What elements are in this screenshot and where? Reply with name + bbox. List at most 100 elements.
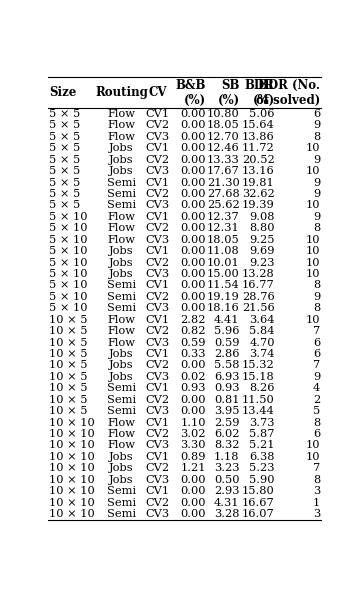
- Text: CV1: CV1: [145, 246, 170, 256]
- Text: 6.38: 6.38: [249, 452, 275, 462]
- Text: 2: 2: [313, 395, 320, 405]
- Text: 12.46: 12.46: [207, 143, 239, 153]
- Text: 3.64: 3.64: [249, 315, 275, 325]
- Text: 10: 10: [306, 166, 320, 176]
- Text: 21.30: 21.30: [207, 178, 239, 187]
- Text: 2.82: 2.82: [180, 315, 206, 325]
- Text: 8: 8: [313, 418, 320, 428]
- Text: 0.59: 0.59: [180, 337, 206, 348]
- Text: 0.00: 0.00: [180, 280, 206, 290]
- Text: SB
(%): SB (%): [217, 79, 239, 107]
- Text: 3.28: 3.28: [214, 509, 239, 519]
- Text: 5.21: 5.21: [249, 441, 275, 451]
- Text: 8: 8: [313, 303, 320, 313]
- Text: Semi: Semi: [107, 498, 136, 508]
- Text: 12.70: 12.70: [207, 132, 239, 142]
- Text: 2.86: 2.86: [214, 349, 239, 359]
- Text: Semi: Semi: [107, 486, 136, 496]
- Text: CV1: CV1: [145, 280, 170, 290]
- Text: CV2: CV2: [145, 121, 170, 130]
- Text: 4.41: 4.41: [214, 315, 239, 325]
- Text: 13.16: 13.16: [242, 166, 275, 176]
- Text: 5 × 10: 5 × 10: [49, 303, 88, 313]
- Text: 0.89: 0.89: [180, 452, 206, 462]
- Text: 5 × 5: 5 × 5: [49, 155, 80, 165]
- Text: 9: 9: [313, 292, 320, 302]
- Text: 12.31: 12.31: [207, 223, 239, 233]
- Text: CV3: CV3: [145, 200, 170, 210]
- Text: 0.00: 0.00: [180, 223, 206, 233]
- Text: 0.00: 0.00: [180, 395, 206, 405]
- Text: 5.96: 5.96: [214, 326, 239, 336]
- Text: 5 × 10: 5 × 10: [49, 223, 88, 233]
- Text: 10: 10: [306, 315, 320, 325]
- Text: Flow: Flow: [108, 109, 136, 119]
- Text: 18.05: 18.05: [207, 121, 239, 130]
- Text: 10 × 10: 10 × 10: [49, 509, 95, 519]
- Text: 10: 10: [306, 143, 320, 153]
- Text: 10: 10: [306, 257, 320, 267]
- Text: 0.50: 0.50: [214, 475, 239, 485]
- Text: CV2: CV2: [145, 395, 170, 405]
- Text: 5 × 10: 5 × 10: [49, 269, 88, 279]
- Text: 0.00: 0.00: [180, 509, 206, 519]
- Text: 28.76: 28.76: [242, 292, 275, 302]
- Text: Jobs: Jobs: [109, 269, 134, 279]
- Text: Semi: Semi: [107, 292, 136, 302]
- Text: 10: 10: [306, 441, 320, 451]
- Text: 0.00: 0.00: [180, 121, 206, 130]
- Text: Semi: Semi: [107, 189, 136, 199]
- Text: Flow: Flow: [108, 223, 136, 233]
- Text: 2.93: 2.93: [214, 486, 239, 496]
- Text: 10 × 5: 10 × 5: [49, 406, 88, 416]
- Text: 8.26: 8.26: [249, 383, 275, 393]
- Text: 5 × 10: 5 × 10: [49, 235, 88, 244]
- Text: 2.59: 2.59: [214, 418, 239, 428]
- Text: 5 × 5: 5 × 5: [49, 132, 80, 142]
- Text: 16.77: 16.77: [242, 280, 275, 290]
- Text: CV2: CV2: [145, 429, 170, 439]
- Text: 5 × 5: 5 × 5: [49, 189, 80, 199]
- Text: Routing: Routing: [95, 87, 148, 100]
- Text: Jobs: Jobs: [109, 257, 134, 267]
- Text: 0.00: 0.00: [180, 246, 206, 256]
- Text: 10: 10: [306, 200, 320, 210]
- Text: 10 × 10: 10 × 10: [49, 452, 95, 462]
- Text: CV3: CV3: [145, 235, 170, 244]
- Text: CV3: CV3: [145, 406, 170, 416]
- Text: 15.64: 15.64: [242, 121, 275, 130]
- Text: 0.81: 0.81: [214, 395, 239, 405]
- Text: CV3: CV3: [145, 372, 170, 382]
- Text: 9.23: 9.23: [249, 257, 275, 267]
- Text: 3.30: 3.30: [180, 441, 206, 451]
- Text: 11.50: 11.50: [242, 395, 275, 405]
- Text: 5.84: 5.84: [249, 326, 275, 336]
- Text: CV2: CV2: [145, 189, 170, 199]
- Text: 10 × 10: 10 × 10: [49, 475, 95, 485]
- Text: 12.37: 12.37: [207, 212, 239, 222]
- Text: CV2: CV2: [145, 326, 170, 336]
- Text: 0.00: 0.00: [180, 269, 206, 279]
- Text: Jobs: Jobs: [109, 360, 134, 370]
- Text: 10 × 10: 10 × 10: [49, 498, 95, 508]
- Text: CV2: CV2: [145, 257, 170, 267]
- Text: CV1: CV1: [145, 212, 170, 222]
- Text: Semi: Semi: [107, 178, 136, 187]
- Text: 9: 9: [313, 372, 320, 382]
- Text: 9.25: 9.25: [249, 235, 275, 244]
- Text: CV1: CV1: [145, 315, 170, 325]
- Text: 0.00: 0.00: [180, 292, 206, 302]
- Text: 0.00: 0.00: [180, 132, 206, 142]
- Text: 0.33: 0.33: [180, 349, 206, 359]
- Text: 0.82: 0.82: [180, 326, 206, 336]
- Text: 5 × 5: 5 × 5: [49, 178, 80, 187]
- Text: 10.80: 10.80: [207, 109, 239, 119]
- Text: Flow: Flow: [108, 235, 136, 244]
- Text: 13.33: 13.33: [207, 155, 239, 165]
- Text: 0.00: 0.00: [180, 498, 206, 508]
- Text: 5 × 5: 5 × 5: [49, 200, 80, 210]
- Text: Jobs: Jobs: [109, 464, 134, 473]
- Text: 10.01: 10.01: [207, 257, 239, 267]
- Text: 5 × 5: 5 × 5: [49, 121, 80, 130]
- Text: CV3: CV3: [145, 303, 170, 313]
